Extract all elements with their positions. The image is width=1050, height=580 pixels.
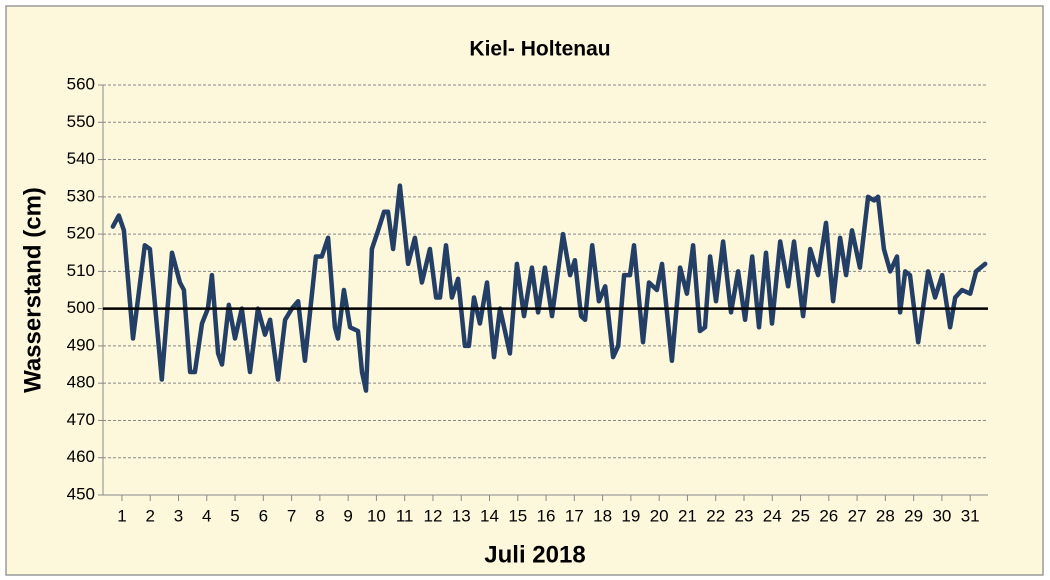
x-tick-label: 1	[117, 506, 126, 525]
y-tick-label: 500	[67, 298, 95, 317]
x-tick-label: 15	[508, 506, 527, 525]
x-tick-label: 22	[706, 506, 725, 525]
y-tick-label: 480	[67, 373, 95, 392]
data-line	[110, 183, 988, 393]
x-tick-label: 7	[287, 506, 296, 525]
y-tick-label: 490	[67, 335, 95, 354]
x-tick-label: 16	[537, 506, 556, 525]
x-tick-label: 5	[230, 506, 239, 525]
x-tick-label: 24	[763, 506, 782, 525]
chart-title: Kiel- Holtenau	[469, 38, 610, 61]
x-tick-label: 14	[480, 506, 499, 525]
y-tick-label: 520	[67, 224, 95, 243]
x-tick-label: 3	[174, 506, 183, 525]
y-tick-label: 450	[67, 484, 95, 503]
x-tick-label: 12	[424, 506, 443, 525]
x-tick-label: 30	[932, 506, 951, 525]
chart-background	[5, 5, 1044, 576]
x-tick-label: 27	[848, 506, 867, 525]
y-tick-label: 540	[67, 149, 95, 168]
y-tick-label: 460	[67, 447, 95, 466]
x-tick-label: 11	[396, 506, 414, 525]
x-tick-label: 17	[565, 506, 584, 525]
x-tick-label: 2	[145, 506, 154, 525]
x-tick-label: 6	[259, 506, 268, 525]
x-tick-label: 23	[735, 506, 754, 525]
x-tick-label: 4	[202, 506, 211, 525]
x-axis-label: Juli 2018	[484, 541, 585, 568]
y-tick-label: 470	[67, 410, 95, 429]
x-tick-label: 28	[876, 506, 895, 525]
y-tick-label: 530	[67, 186, 95, 205]
x-tick-label: 26	[819, 506, 838, 525]
x-tick-label: 9	[343, 506, 352, 525]
y-tick-label: 560	[67, 74, 95, 93]
x-tick-label: 31	[961, 506, 980, 525]
x-tick-label: 10	[367, 506, 386, 525]
x-tick-label: 21	[678, 506, 697, 525]
x-tick-label: 18	[593, 506, 612, 525]
x-tick-label: 25	[791, 506, 810, 525]
y-tick-label: 510	[67, 261, 95, 280]
y-axis-label: Wasserstand (cm)	[19, 187, 46, 393]
x-tick-label: 13	[452, 506, 471, 525]
x-tick-label: 29	[904, 506, 923, 525]
x-tick-label: 8	[315, 506, 324, 525]
x-tick-label: 19	[621, 506, 640, 525]
y-tick-label: 550	[67, 112, 95, 131]
x-tick-label: 20	[650, 506, 669, 525]
